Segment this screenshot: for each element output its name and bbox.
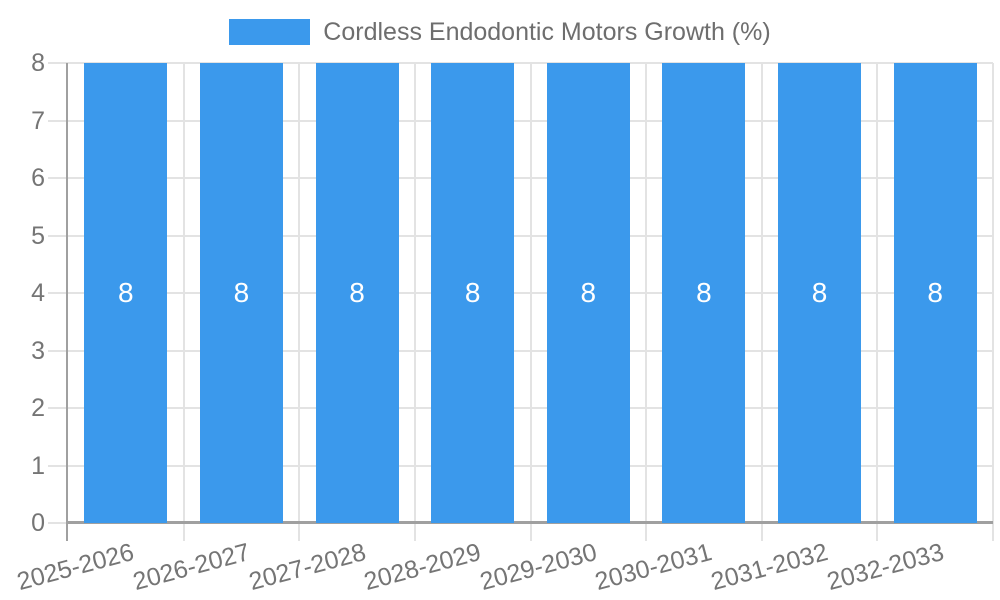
- y-tick-label-8: 8: [31, 49, 45, 77]
- x-tick-mark-1: [182, 523, 185, 541]
- gridline-x-4: [529, 63, 532, 523]
- x-tick-mark-5: [645, 523, 648, 541]
- x-tick-mark-8: [992, 523, 994, 541]
- y-tick-mark-4: [48, 292, 68, 294]
- y-tick-mark-8: [48, 62, 68, 64]
- bar-value-label-2030-2031: 8: [696, 277, 712, 308]
- x-tick-label-2029-2030: 2029-2030: [476, 538, 600, 596]
- x-tick-mark-3: [413, 523, 416, 541]
- bar-2028-2029[interactable]: [431, 63, 515, 523]
- gridline-x-6: [760, 63, 763, 523]
- bar-value-label-2029-2030: 8: [580, 277, 597, 308]
- x-tick-label-2031-2032: 2031-2032: [708, 538, 831, 596]
- y-tick-mark-2: [48, 407, 68, 409]
- gridline-x-7: [876, 63, 879, 523]
- bar-2031-2032[interactable]: [778, 63, 862, 523]
- y-tick-label-2: 2: [31, 394, 45, 422]
- legend-label: Cordless Endodontic Motors Growth (%): [323, 18, 771, 46]
- x-tick-label-2026-2027: 2026-2027: [129, 538, 253, 596]
- bar-value-label-2027-2028: 8: [349, 277, 365, 308]
- gridline-x-5: [645, 63, 648, 523]
- y-tick-mark-3: [48, 349, 68, 352]
- y-tick-label-4: 4: [31, 279, 45, 307]
- x-axis-line: [68, 521, 993, 524]
- gridline-x-8: [992, 63, 994, 523]
- y-tick-mark-0: [48, 522, 68, 524]
- y-tick-label-5: 5: [31, 221, 45, 250]
- bar-2032-2033[interactable]: [893, 63, 977, 523]
- y-tick-label-3: 3: [31, 336, 45, 365]
- bar-value-label-2025-2026: 8: [118, 277, 134, 308]
- x-tick-mark-6: [760, 523, 763, 541]
- chart-legend: Cordless Endodontic Motors Growth (%): [0, 19, 1000, 45]
- legend-swatch: [229, 19, 311, 45]
- y-tick-label-0: 0: [31, 509, 45, 537]
- y-tick-label-7: 7: [31, 106, 45, 135]
- bar-2025-2026[interactable]: [84, 63, 168, 523]
- gridline-x-3: [413, 63, 416, 523]
- gridline-x-1: [182, 63, 185, 523]
- bar-value-label-2026-2027: 8: [233, 277, 250, 308]
- y-tick-label-1: 1: [31, 451, 45, 480]
- y-tick-mark-5: [48, 234, 68, 237]
- y-tick-mark-7: [48, 119, 68, 122]
- bar-value-label-2031-2032: 8: [811, 277, 828, 308]
- x-tick-mark-7: [876, 523, 879, 541]
- y-tick-label-6: 6: [31, 164, 45, 192]
- y-tick-mark-6: [48, 177, 68, 179]
- x-tick-mark-2: [298, 523, 301, 541]
- x-tick-label-2032-2033: 2032-2033: [823, 538, 947, 596]
- x-tick-label-2027-2028: 2027-2028: [245, 538, 369, 596]
- bar-value-label-2028-2029: 8: [464, 277, 481, 308]
- x-tick-mark-4: [529, 523, 532, 541]
- y-tick-mark-1: [48, 464, 68, 467]
- bar-2027-2028[interactable]: [315, 63, 399, 523]
- x-tick-label-2030-2031: 2030-2031: [592, 538, 716, 596]
- bar-2029-2030[interactable]: [546, 63, 630, 523]
- bar-value-label-2032-2033: 8: [927, 277, 943, 308]
- x-tick-label-2028-2029: 2028-2029: [361, 538, 484, 596]
- bar-2030-2031[interactable]: [662, 63, 746, 523]
- gridline-x-2: [298, 63, 301, 523]
- x-tick-label-2025-2026: 2025-2026: [14, 538, 138, 596]
- bar-2026-2027[interactable]: [199, 63, 283, 523]
- y-axis-line: [66, 63, 68, 541]
